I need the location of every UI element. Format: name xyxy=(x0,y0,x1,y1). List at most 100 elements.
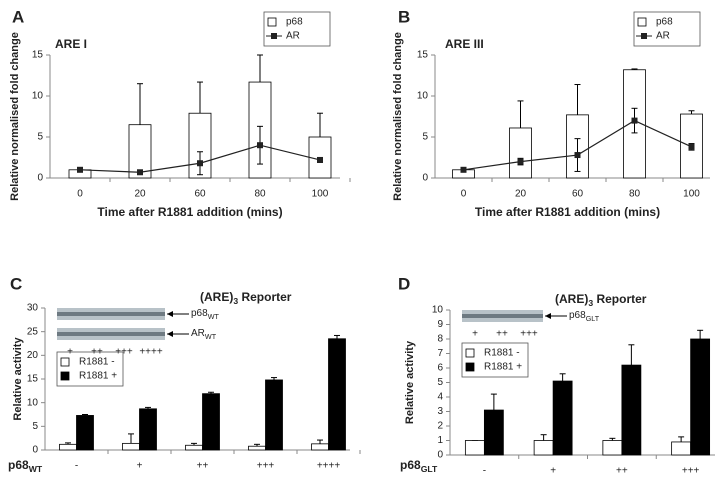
x-tick-label: 60 xyxy=(194,189,206,200)
bar xyxy=(328,338,346,451)
legend-swatch xyxy=(637,17,647,27)
x-tick-label: 100 xyxy=(683,189,700,200)
bar xyxy=(185,444,203,451)
bar xyxy=(690,338,711,456)
y-tick-label: 2 xyxy=(437,421,443,432)
blot-arrowhead xyxy=(167,331,173,337)
x-tick-label: 0 xyxy=(77,189,83,200)
x-axis-label-sub: GLT xyxy=(421,464,438,474)
x-tick-label: - xyxy=(75,461,78,472)
y-tick-label: 0 xyxy=(37,173,43,184)
legend-swatch xyxy=(465,362,475,372)
legend-label: AR xyxy=(286,31,300,42)
bar xyxy=(533,440,554,456)
blot-lane-label: +++ xyxy=(520,329,538,340)
y-tick-label: 10 xyxy=(432,305,444,316)
x-axis-label-main: p68 xyxy=(400,458,421,472)
y-tick-label: 0 xyxy=(422,173,428,184)
point xyxy=(137,169,143,176)
bar xyxy=(509,127,532,179)
blot-lane-label: ++ xyxy=(91,347,103,358)
point xyxy=(257,142,263,149)
chart-title-rest: Reporter xyxy=(593,292,647,306)
blot-lane-label: + xyxy=(472,329,478,340)
y-tick-label: 5 xyxy=(422,132,428,143)
y-tick-label: 8 xyxy=(437,334,443,345)
x-axis-label: Time after R1881 addition (mins) xyxy=(97,205,282,219)
blot-label-main: p68 xyxy=(191,308,208,319)
bar xyxy=(139,408,157,451)
x-tick-label: 0 xyxy=(461,189,467,200)
legend-swatch xyxy=(267,17,277,27)
x-tick-label: ++ xyxy=(616,466,628,477)
blot-label: ARWT xyxy=(191,328,217,341)
y-tick-label: 1 xyxy=(437,435,443,446)
blot-band-core xyxy=(57,312,165,316)
point xyxy=(631,117,638,124)
point xyxy=(77,166,83,173)
y-tick-label: 15 xyxy=(27,374,39,385)
x-tick-label: ++ xyxy=(197,461,209,472)
blot-label-main: AR xyxy=(191,328,205,339)
x-tick-label: - xyxy=(483,466,486,477)
y-tick-label: 30 xyxy=(27,303,39,314)
x-tick-label: ++++ xyxy=(317,461,341,472)
bar xyxy=(311,443,329,451)
panel-letter: D xyxy=(398,274,410,293)
y-tick-label: 5 xyxy=(32,421,38,432)
legend-label: p68 xyxy=(656,17,673,28)
blot-lane-label: ++++ xyxy=(139,347,163,358)
y-axis-label: Relative normalised fold change xyxy=(392,32,404,201)
x-axis-label-sub: WT xyxy=(29,464,43,474)
bar xyxy=(265,379,283,451)
y-tick-label: 6 xyxy=(437,363,443,374)
bar xyxy=(202,393,220,451)
legend-label: R1881 - xyxy=(79,357,115,368)
chart-title-sub: 3 xyxy=(588,298,593,308)
x-tick-label: 60 xyxy=(572,189,584,200)
y-tick-label: 9 xyxy=(437,319,443,330)
bar xyxy=(483,409,504,456)
x-tick-label: 80 xyxy=(629,189,641,200)
x-tick-label: + xyxy=(137,461,143,472)
blot-label: p68WT xyxy=(191,308,219,321)
legend-label: R1881 - xyxy=(484,348,520,359)
chart-title: ARE III xyxy=(445,37,484,51)
y-tick-label: 7 xyxy=(437,348,443,359)
bar xyxy=(59,443,77,451)
x-tick-label: 20 xyxy=(515,189,527,200)
x-tick-label: 80 xyxy=(254,189,266,200)
y-tick-label: 20 xyxy=(27,350,39,361)
legend-swatch xyxy=(60,371,70,381)
y-tick-label: 5 xyxy=(37,132,43,143)
bar xyxy=(602,440,623,456)
blot-lane-label: +++ xyxy=(115,347,133,358)
y-tick-label: 25 xyxy=(27,326,39,337)
y-axis-label: Relative activity xyxy=(12,337,24,421)
x-axis-label: p68WT xyxy=(8,458,43,474)
x-tick-label: 20 xyxy=(134,189,146,200)
bar xyxy=(552,380,573,456)
chart-title-sub: 3 xyxy=(233,296,238,306)
x-axis-label-main: p68 xyxy=(8,458,29,472)
y-tick-label: 0 xyxy=(32,445,38,456)
bar xyxy=(76,415,94,451)
y-tick-label: 10 xyxy=(32,91,44,102)
point xyxy=(197,160,203,167)
bar xyxy=(128,124,152,179)
blot-label-sub: WT xyxy=(208,312,220,321)
x-tick-label: + xyxy=(550,466,556,477)
chart-title-rest: Reporter xyxy=(238,290,292,304)
y-tick-label: 3 xyxy=(437,406,443,417)
chart-title-main: (ARE) xyxy=(200,290,233,304)
blot-lane-label: + xyxy=(67,347,73,358)
point xyxy=(317,156,323,163)
legend-swatch xyxy=(641,33,647,39)
blot-arrowhead xyxy=(167,311,173,317)
blot-band-core xyxy=(57,332,165,336)
bar xyxy=(621,364,642,456)
blot-label-sub: GLT xyxy=(586,314,600,323)
y-tick-label: 15 xyxy=(417,50,429,61)
